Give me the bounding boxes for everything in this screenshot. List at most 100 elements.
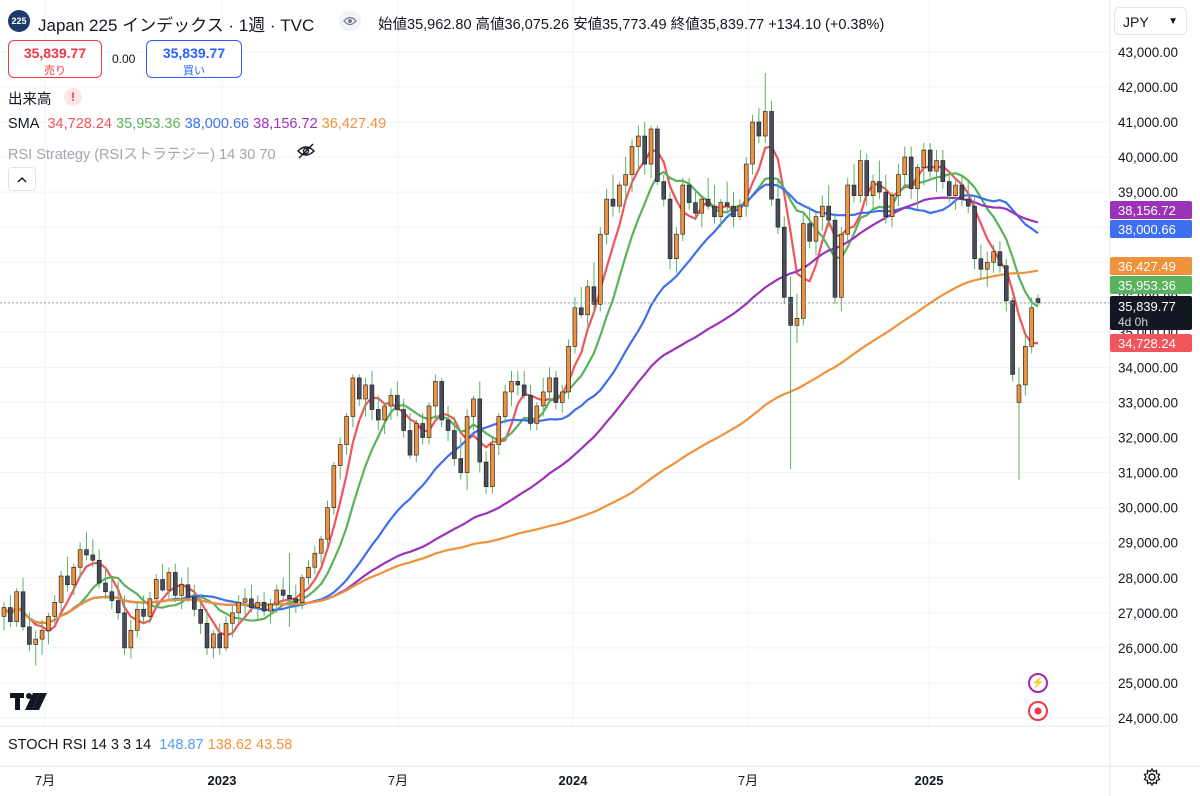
price-tag: 34,728.24 xyxy=(1110,334,1192,352)
tradingview-logo[interactable] xyxy=(10,690,48,717)
candle-body xyxy=(325,507,330,540)
price-axis[interactable]: 43,000.00 42,000.00 41,000.00 40,000.00 39,0… xyxy=(1118,45,1178,726)
buy-button[interactable]: 35,839.77 買い xyxy=(146,40,242,78)
record-icon[interactable] xyxy=(1028,701,1048,721)
stoch-label: STOCH RSI 14 3 3 14 xyxy=(8,737,152,753)
candle-body xyxy=(756,121,762,137)
candle-body xyxy=(883,191,889,217)
candle xyxy=(65,556,70,592)
candle-body xyxy=(299,577,305,603)
warning-icon[interactable]: ! xyxy=(64,88,82,106)
candle-body xyxy=(788,296,793,326)
candle xyxy=(826,185,831,228)
stoch-rsi-legend[interactable]: STOCH RSI 14 3 3 14 148.87 138.62 43.58 xyxy=(8,737,292,753)
eye-off-icon[interactable] xyxy=(296,143,316,164)
candle xyxy=(20,577,26,631)
currency-select[interactable]: JPY ▼ xyxy=(1114,7,1187,35)
candle xyxy=(490,437,495,494)
candle xyxy=(908,146,914,200)
candle xyxy=(642,121,647,175)
candle-body xyxy=(433,381,438,407)
candle xyxy=(312,546,318,575)
candle-body xyxy=(58,575,64,603)
price-tag-bg xyxy=(1110,257,1192,275)
sma-value-4: 38,156.72 xyxy=(253,116,318,132)
close-label: 終値 xyxy=(670,17,700,33)
candle-body xyxy=(230,612,235,624)
sma-legend[interactable]: SMA 34,728.24 35,953.36 38,000.66 38,156… xyxy=(8,116,386,132)
candle-body xyxy=(642,135,647,165)
candle-body xyxy=(534,405,540,424)
candle-body xyxy=(1029,307,1034,347)
candle xyxy=(629,139,635,193)
rsi-strategy-legend[interactable]: RSI Strategy (RSIストラテジー) 14 30 70 xyxy=(8,143,276,164)
candle xyxy=(661,174,666,207)
time-axis[interactable]: 7月 2023 7月 2024 7月 2025 xyxy=(35,773,944,788)
candle xyxy=(598,227,603,312)
candle-body xyxy=(128,630,134,649)
candle xyxy=(718,199,724,228)
candle-body xyxy=(344,416,349,445)
candle-body xyxy=(832,219,838,298)
candle-body xyxy=(356,377,362,400)
candle xyxy=(851,164,857,203)
y-tick-label: 33,000.00 xyxy=(1118,395,1178,410)
gear-icon[interactable] xyxy=(1143,767,1161,791)
candle-body xyxy=(395,395,400,410)
candle xyxy=(788,276,793,470)
candle xyxy=(344,412,349,456)
sell-button[interactable]: 35,839.77 売り xyxy=(8,40,102,78)
candle-body xyxy=(604,198,609,235)
candle-body xyxy=(103,582,108,593)
candle-body xyxy=(940,160,946,182)
rsi-strategy-label: RSI Strategy (RSIストラテジー) 14 30 70 xyxy=(8,147,276,163)
lightning-icon[interactable]: ⚡ xyxy=(1028,673,1048,693)
candle-body xyxy=(902,156,908,175)
candle-body xyxy=(547,377,552,393)
sma-line-3 xyxy=(3,183,1039,625)
candle-body xyxy=(141,609,146,617)
candle xyxy=(426,402,432,445)
candle-body xyxy=(965,198,971,207)
symbol-title[interactable]: Japan 225 インデックス · 1週 · TVC xyxy=(38,16,315,35)
candle-body xyxy=(1004,265,1009,302)
candle xyxy=(750,114,755,175)
candle xyxy=(655,125,660,186)
candle xyxy=(14,588,19,627)
candle-body xyxy=(153,579,159,600)
candle xyxy=(420,412,425,445)
eye-icon[interactable] xyxy=(339,11,361,31)
candle-body xyxy=(439,381,444,421)
candle-body xyxy=(680,184,686,235)
candle-body xyxy=(655,128,660,182)
candle xyxy=(439,377,444,428)
candle xyxy=(1029,297,1034,354)
candle xyxy=(889,192,895,228)
chevron-up-icon[interactable] xyxy=(8,167,36,191)
candle xyxy=(223,616,229,652)
candle-body xyxy=(471,398,476,417)
candle xyxy=(502,384,508,424)
candle-body xyxy=(274,589,280,605)
candle-body xyxy=(674,233,679,260)
sma-value-1: 34,728.24 xyxy=(47,116,112,132)
candle-body xyxy=(115,600,121,614)
candle xyxy=(414,419,419,463)
sma-value-3: 38,000.66 xyxy=(184,116,250,132)
candle xyxy=(807,206,812,249)
candle-body xyxy=(572,307,578,347)
candle-body xyxy=(648,128,654,165)
candle-body xyxy=(147,598,153,617)
candle xyxy=(445,405,451,442)
volume-legend[interactable]: 出来高 xyxy=(8,92,52,108)
candle-body xyxy=(198,609,203,624)
candle-body xyxy=(90,554,96,561)
candle-body xyxy=(39,630,45,640)
candle-body xyxy=(192,596,197,610)
y-tick-label: 41,000.00 xyxy=(1118,115,1178,130)
candle xyxy=(217,623,222,655)
y-tick-label: 24,000.00 xyxy=(1118,711,1178,726)
sma-value-5: 36,427.49 xyxy=(321,116,387,132)
buy-price: 35,839.77 xyxy=(162,45,226,61)
